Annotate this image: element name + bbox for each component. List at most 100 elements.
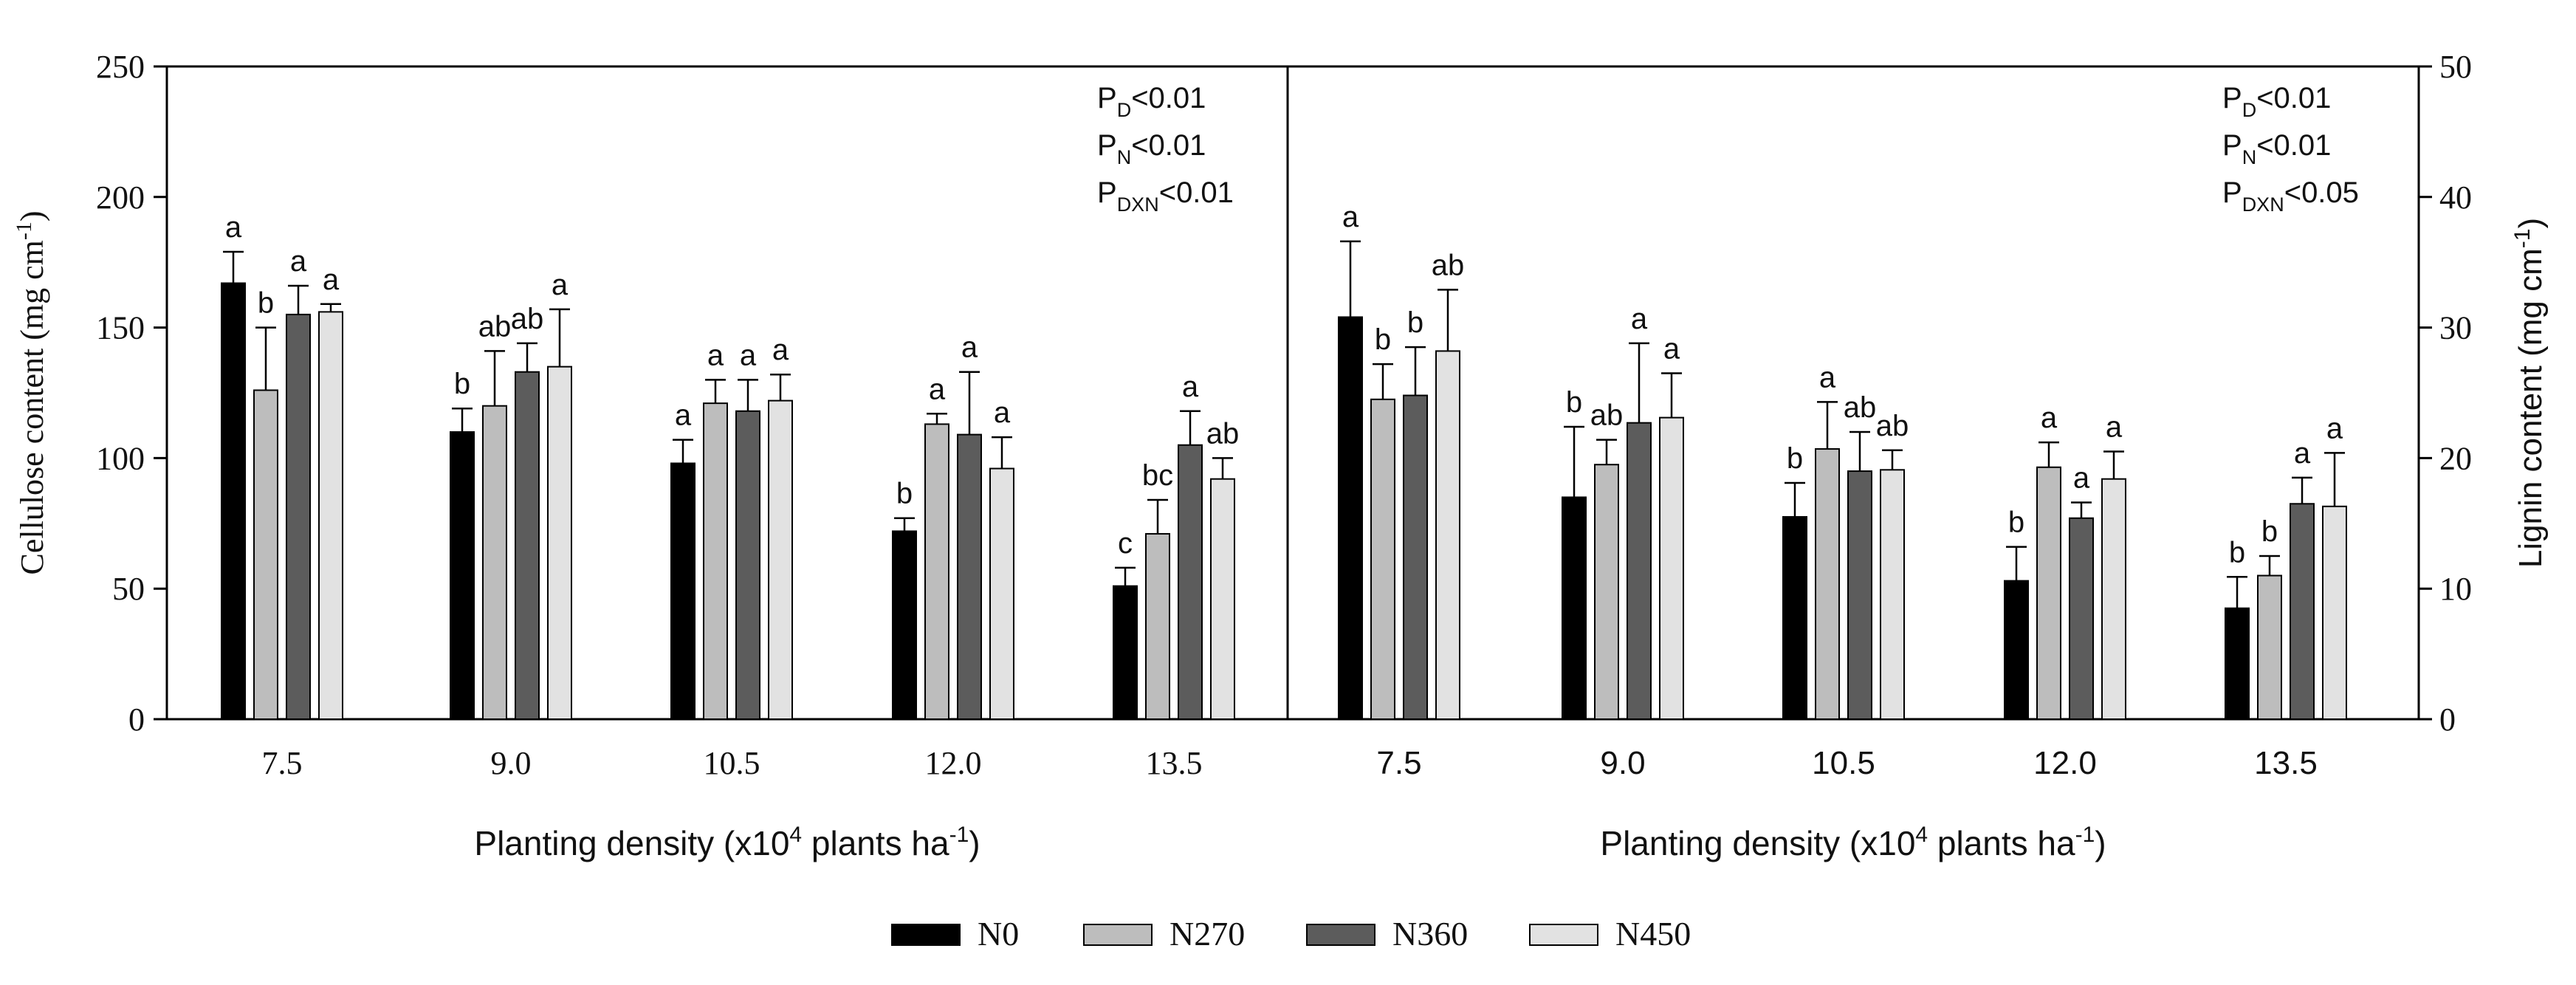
legend-item-n360: N360 — [1306, 915, 1468, 953]
significance-letter: a — [323, 264, 340, 296]
legend-item-n270: N270 — [1083, 915, 1245, 953]
x-tick-label: 13.5 — [2254, 745, 2318, 781]
chart-panel-right: 0 10 20 30 40 50 Lignin content (mg cm-1) 7.5 9.… — [1338, 49, 2549, 862]
bar-n450 — [2322, 505, 2347, 720]
bar-n270 — [253, 389, 278, 720]
legend: N0 N270 N360 N450 — [891, 915, 1691, 953]
y-tick-label: 10 — [2439, 571, 2472, 607]
bar-n450 — [318, 311, 343, 721]
y-axis-label: Lignin content (mg cm-1) — [2510, 218, 2549, 568]
significance-letter: ab — [1876, 410, 1909, 442]
legend-swatch — [1306, 924, 1375, 946]
significance-letter: a — [707, 339, 724, 371]
y-tick-label: 250 — [96, 49, 145, 85]
legend-label: N360 — [1392, 915, 1468, 953]
x-tick-label: 12.0 — [2033, 745, 2097, 781]
stat-annotation: PD<0.01 — [1097, 82, 1206, 121]
bar-n270 — [482, 405, 507, 720]
significance-letter: a — [740, 339, 757, 371]
significance-letter: a — [1663, 332, 1680, 365]
significance-letter: b — [2008, 507, 2024, 539]
y-tick-label: 150 — [96, 310, 145, 346]
significance-letter: b — [896, 478, 913, 510]
x-tick-label: 13.5 — [1146, 745, 1203, 781]
bar-n270 — [1815, 448, 1840, 720]
legend-item-n450: N450 — [1529, 915, 1691, 953]
bar-n360 — [515, 371, 540, 720]
bar-n450 — [1210, 478, 1235, 720]
significance-letter: a — [961, 332, 978, 364]
x-axis-label: Planting density (x104 plants ha-1) — [474, 823, 980, 862]
bar-n0 — [221, 282, 246, 721]
bar-n0 — [1562, 496, 1587, 720]
significance-letter: a — [675, 399, 692, 432]
bar-n450 — [1880, 469, 1905, 720]
x-tick-label: 12.0 — [925, 745, 982, 781]
significance-letter: a — [225, 211, 242, 244]
bar-n450 — [1659, 416, 1684, 720]
bar-n0 — [1338, 316, 1363, 720]
significance-letter: c — [1118, 527, 1133, 560]
significance-letter: ab — [1844, 391, 1877, 424]
bar-n360 — [1627, 422, 1652, 720]
bar-n0 — [670, 462, 695, 720]
stat-annotation: PDXN<0.01 — [1097, 176, 1234, 216]
bar-n450 — [547, 365, 572, 720]
x-tick-label: 9.0 — [1600, 745, 1645, 781]
y-tick-label: 30 — [2439, 310, 2472, 346]
x-tick-label: 10.5 — [1812, 745, 1875, 781]
significance-letter: a — [2326, 412, 2343, 445]
x-tick-label: 7.5 — [1376, 745, 1421, 781]
significance-letter: b — [258, 287, 274, 320]
significance-letter: ab — [1432, 249, 1465, 281]
bar-n360 — [1403, 394, 1428, 720]
bar-n0 — [2225, 607, 2250, 720]
bar-n360 — [957, 433, 982, 720]
y-tick-label: 50 — [112, 571, 145, 607]
bar-n360 — [1178, 444, 1203, 720]
bar-n270 — [2257, 574, 2282, 721]
plot-frame — [165, 65, 2420, 721]
bar-n360 — [735, 410, 760, 720]
bar-n270 — [2036, 466, 2061, 720]
legend-item-n0: N0 — [891, 915, 1019, 953]
significance-letter: ab — [1206, 417, 1240, 450]
legend-swatch — [1529, 924, 1598, 946]
bar-n270 — [1370, 398, 1395, 721]
significance-letter: a — [1342, 201, 1359, 233]
x-tick-label: 10.5 — [704, 745, 760, 781]
significance-letter: b — [1407, 306, 1423, 339]
x-tick-label: 9.0 — [491, 745, 532, 781]
bar-n450 — [2101, 478, 2126, 720]
significance-letter: a — [1819, 361, 1836, 394]
significance-letter: ab — [478, 310, 512, 343]
significance-letter: a — [2294, 437, 2311, 470]
bar-n450 — [989, 467, 1014, 720]
legend-swatch — [891, 924, 961, 946]
significance-letter: a — [552, 269, 569, 301]
chart-panel-left: 0 50 100 150 200 250 Cellulose content (mg cm-… — [12, 49, 1239, 862]
significance-letter: b — [2261, 515, 2278, 548]
bar-n270 — [1145, 532, 1170, 720]
bar-n270 — [924, 423, 949, 720]
bar-n450 — [768, 399, 793, 720]
stat-annotation: PN<0.01 — [1097, 129, 1206, 168]
bar-n270 — [1594, 464, 1619, 720]
bar-n450 — [1435, 350, 1460, 720]
significance-letter: a — [1631, 303, 1648, 335]
significance-letter: a — [994, 397, 1011, 429]
y-tick-label: 0 — [128, 701, 145, 738]
significance-letter: b — [1787, 442, 1803, 475]
significance-letter: b — [1566, 386, 1582, 419]
significance-letter: bc — [1142, 459, 1173, 492]
significance-letter: ab — [1590, 399, 1624, 432]
significance-letter: a — [2073, 462, 2090, 495]
y-tick-label: 200 — [96, 179, 145, 216]
bar-n0 — [2004, 580, 2029, 720]
significance-letter: a — [2041, 402, 2058, 434]
x-tick-label: 7.5 — [262, 745, 303, 781]
legend-label: N0 — [978, 915, 1019, 953]
significance-letter: b — [2229, 536, 2245, 569]
